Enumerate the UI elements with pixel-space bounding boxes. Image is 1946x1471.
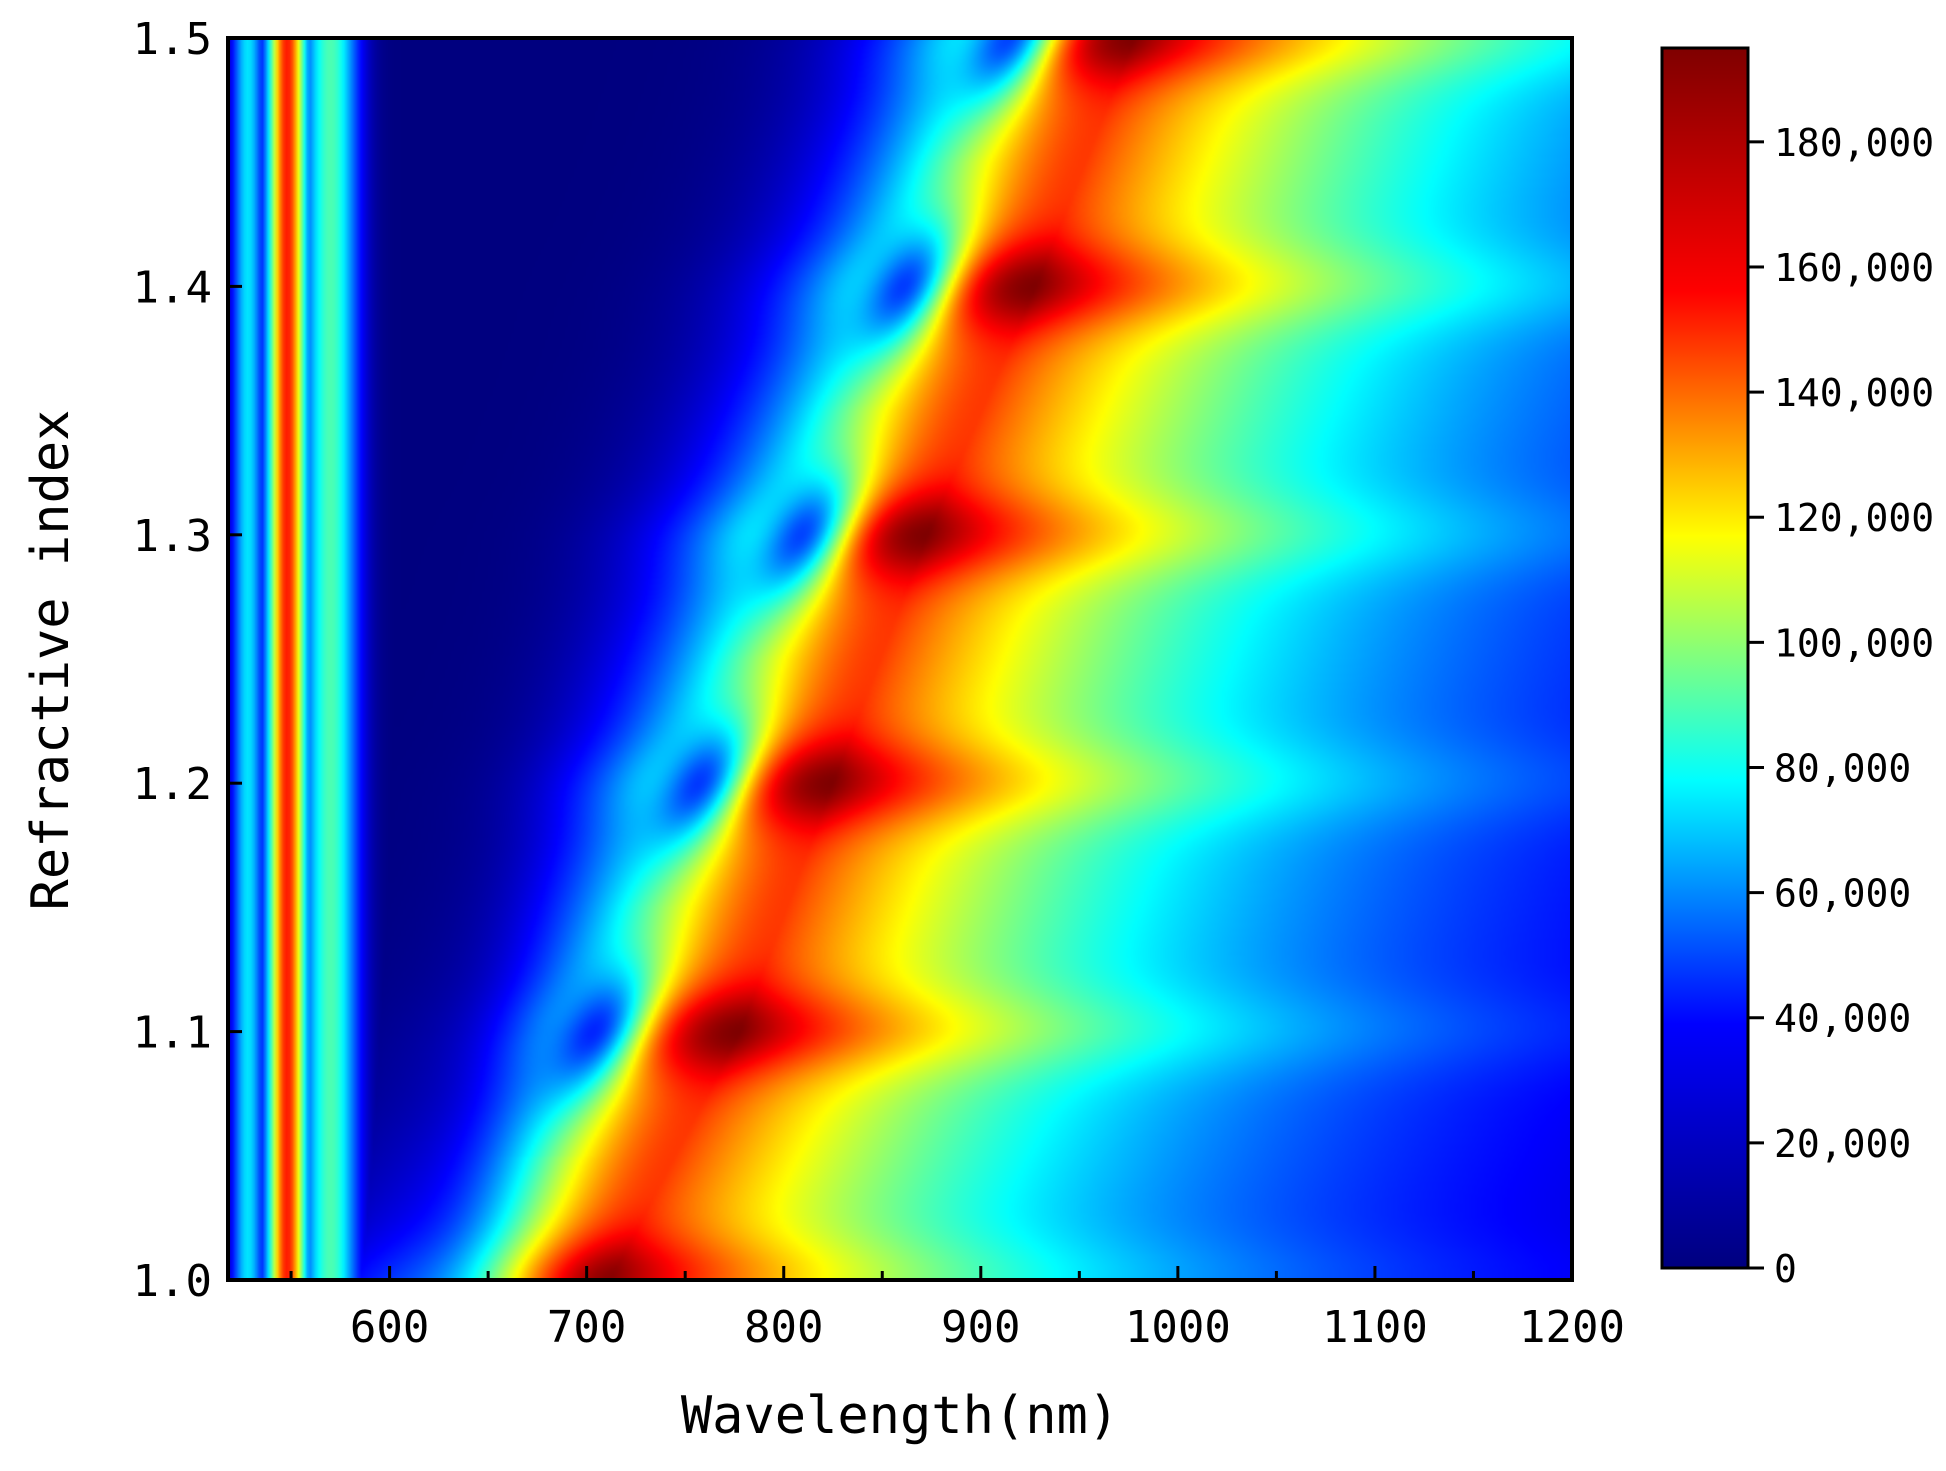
x-tick-label: 1000 bbox=[1125, 1302, 1231, 1353]
y-tick-label: 1.1 bbox=[133, 1008, 212, 1059]
colorbar-tick-label: 100,000 bbox=[1774, 621, 1934, 665]
plot-area bbox=[226, 36, 1574, 1282]
x-tick-label: 600 bbox=[350, 1302, 429, 1353]
colorbar-tick-label: 80,000 bbox=[1774, 746, 1911, 790]
y-axis: 1.0 1.1 1.2 1.3 1.4 1.5 bbox=[133, 14, 242, 1307]
colorbar-tick-label: 60,000 bbox=[1774, 872, 1911, 916]
y-tick-label: 1.5 bbox=[133, 14, 212, 65]
colorbar-tick-label: 40,000 bbox=[1774, 997, 1911, 1041]
heatmap-surface bbox=[228, 38, 1572, 1280]
y-tick-label: 1.2 bbox=[133, 759, 212, 810]
x-tick-label: 1100 bbox=[1322, 1302, 1428, 1353]
colorbar-tick-label: 140,000 bbox=[1774, 371, 1934, 415]
y-tick-label: 1.4 bbox=[133, 262, 212, 313]
x-axis: 600 700 800 900 1000 1100 1200 bbox=[289, 1266, 1625, 1353]
colorbar-tick-label: 0 bbox=[1774, 1247, 1797, 1291]
colorbar-gradient bbox=[1660, 46, 1750, 1270]
x-tick-label: 1200 bbox=[1519, 1302, 1625, 1353]
y-tick-label: 1.3 bbox=[133, 511, 212, 562]
x-tick-label: 900 bbox=[941, 1302, 1020, 1353]
plot-frame bbox=[226, 36, 1574, 1282]
colorbar-ticks: 0 20,000 40,000 60,000 80,000 100,000 120,000 1… bbox=[1748, 121, 1934, 1291]
x-axis-label: Wavelength(nm) bbox=[681, 1386, 1119, 1446]
colorbar: 0 20,000 40,000 60,000 80,000 100,000 120,000 1… bbox=[1660, 46, 1934, 1291]
y-axis-label: Refractive index bbox=[21, 410, 81, 911]
x-tick-label: 700 bbox=[547, 1302, 626, 1353]
colorbar-tick-label: 160,000 bbox=[1774, 246, 1934, 290]
colorbar-tick-label: 20,000 bbox=[1774, 1122, 1911, 1166]
colorbar-tick-label: 120,000 bbox=[1774, 496, 1934, 540]
x-tick-label: 800 bbox=[744, 1302, 823, 1353]
y-tick-label: 1.0 bbox=[133, 1256, 212, 1307]
colorbar-tick-label: 180,000 bbox=[1774, 121, 1934, 165]
